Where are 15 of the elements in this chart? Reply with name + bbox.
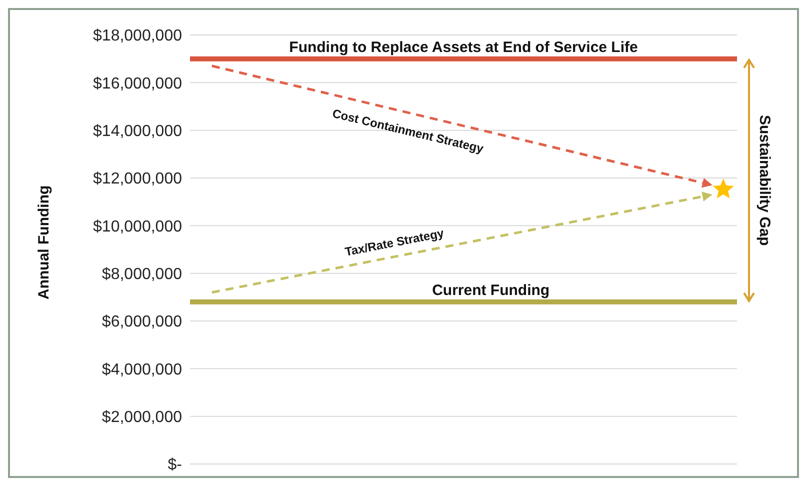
- y-axis-title: Annual Funding: [35, 185, 52, 300]
- y-tick-label: $2,000,000: [102, 409, 182, 426]
- y-tick-label: $14,000,000: [93, 123, 182, 140]
- text: Sustainability Gap: [756, 114, 773, 246]
- y-tick-label: $18,000,000: [93, 28, 182, 45]
- annotation: Tax/Rate Strategy: [344, 226, 446, 259]
- series-label: Funding to Replace Assets at End of Service Life: [289, 38, 638, 56]
- y-tick-label: $-: [168, 456, 182, 474]
- y-tick-label: $6,000,000: [102, 314, 182, 331]
- y-tick-label: $16,000,000: [93, 75, 182, 92]
- y-tick-label: $8,000,000: [102, 266, 182, 284]
- y-tick-label: $10,000,000: [93, 218, 182, 236]
- series-label: Current Funding: [432, 282, 550, 299]
- y-tick-label: $12,000,000: [93, 170, 182, 188]
- y-tick-label: $4,000,000: [102, 361, 182, 378]
